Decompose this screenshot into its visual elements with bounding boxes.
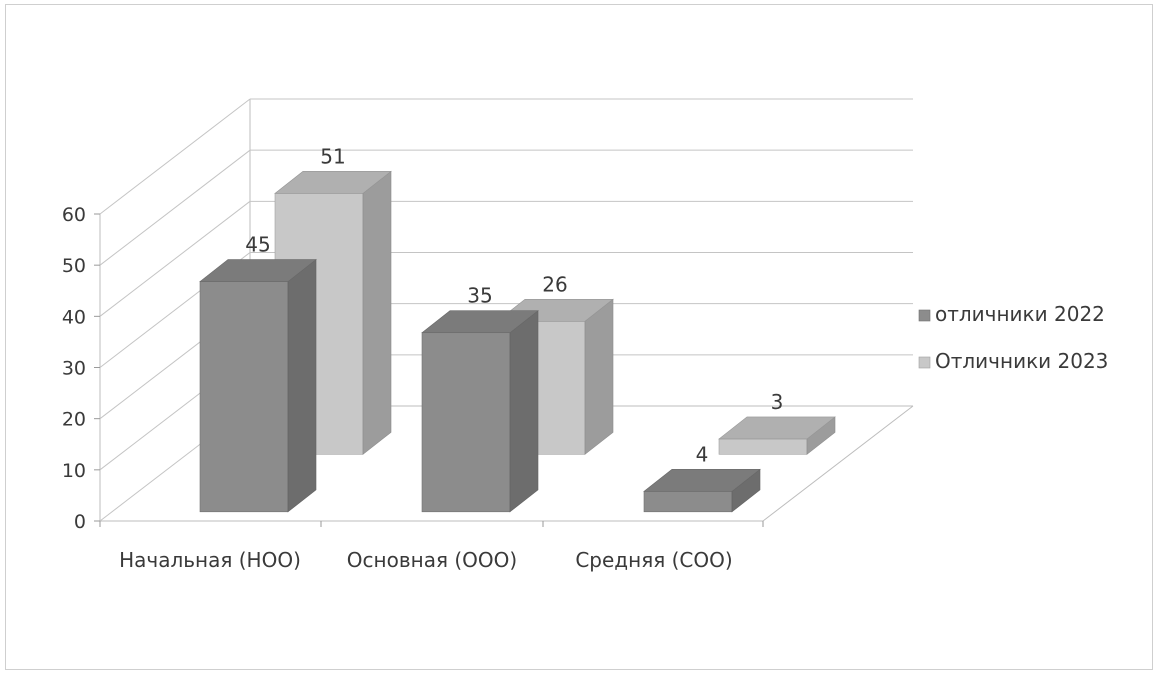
legend-item: Отличники 2023 xyxy=(918,349,1108,373)
gridline-side xyxy=(99,149,251,266)
bar-top-face xyxy=(199,259,317,282)
legend-swatch xyxy=(918,309,931,322)
bars xyxy=(199,170,836,513)
bar-top-face xyxy=(718,416,836,440)
data-label: 3 xyxy=(771,390,784,414)
bar-top-face xyxy=(421,310,539,334)
legend-label: Отличники 2023 xyxy=(935,349,1108,373)
category-labels: Начальная (НОО) Основная (ООО) Средняя (СО… xyxy=(119,548,733,572)
bar-top-face xyxy=(643,469,761,492)
bar-front-face xyxy=(718,438,808,455)
gridline-side xyxy=(99,98,251,215)
data-labels: 51 26 3 45 35 4 xyxy=(245,144,783,466)
y-tick-label: 20 xyxy=(62,409,86,431)
legend-item: отличники 2022 xyxy=(918,302,1105,326)
category-label: Основная (ООО) xyxy=(347,548,517,572)
category-label: Средняя (СОО) xyxy=(575,548,732,572)
data-label: 26 xyxy=(542,272,567,296)
bar-side-face xyxy=(509,310,539,513)
bar-top-face xyxy=(274,171,392,194)
y-axis-ticks: 0 10 20 30 40 50 60 xyxy=(62,204,764,533)
bar-front-face xyxy=(421,332,511,513)
bar-0-2 xyxy=(643,468,761,513)
bar-front-face xyxy=(199,281,289,513)
bar-front-face xyxy=(643,491,733,513)
gridline-side xyxy=(99,200,251,317)
data-label: 51 xyxy=(320,144,345,168)
y-tick-label: 60 xyxy=(62,204,86,226)
bar-side-face xyxy=(362,170,392,455)
floor-right-edge xyxy=(762,405,914,522)
y-tick-label: 0 xyxy=(74,511,86,533)
data-label: 45 xyxy=(245,233,270,257)
bar-0-0 xyxy=(199,258,317,513)
legend-swatch xyxy=(918,356,931,369)
data-label: 35 xyxy=(467,284,492,308)
bar-0-1 xyxy=(421,310,539,513)
y-tick-label: 30 xyxy=(62,358,86,380)
bar-side-face xyxy=(584,298,614,455)
data-label: 4 xyxy=(696,442,709,466)
bar-side-face xyxy=(287,258,317,513)
legend-label: отличники 2022 xyxy=(935,302,1105,326)
y-tick-label: 40 xyxy=(62,306,86,328)
y-tick-label: 10 xyxy=(62,460,86,482)
bar-1-2 xyxy=(718,416,836,455)
category-label: Начальная (НОО) xyxy=(119,548,301,572)
legend: отличники 2022 Отличники 2023 xyxy=(918,302,1108,373)
y-tick-label: 50 xyxy=(62,255,86,277)
